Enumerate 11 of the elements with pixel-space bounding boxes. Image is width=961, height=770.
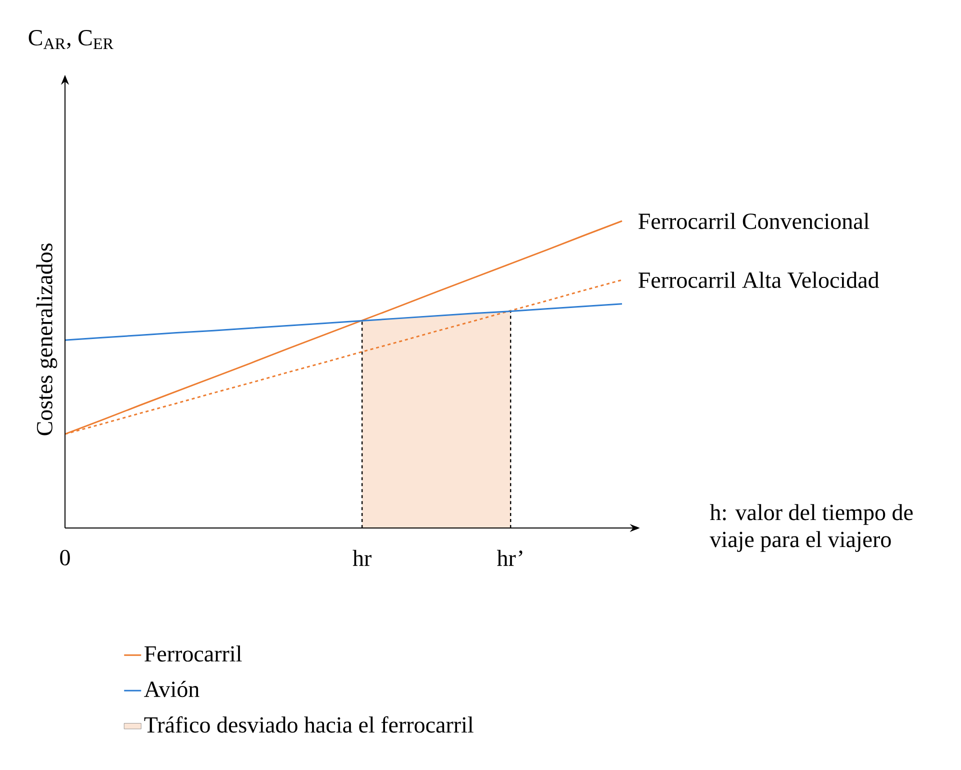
series-label: Ferrocarril Convencional — [638, 212, 870, 230]
x-tick-label: hr’ — [496, 550, 522, 566]
legend-label: Tráfico desviado hacia el ferrocarril — [144, 716, 474, 733]
legend-label: Avión — [144, 680, 200, 698]
text: C$_{AR}$, C$_{ER}$ — [28, 30, 114, 49]
y-axis-title: Costes generalizados — [36, 243, 58, 436]
text: Ferrocarril — [144, 645, 242, 662]
x-axis-title: h: valor del tiempo de viaje para el viajero — [710, 504, 913, 552]
x-tick-label: hr — [352, 550, 372, 566]
x-tick-label: 0 — [60, 550, 70, 566]
series-label: Ferrocarril Alta Velocidad — [638, 272, 880, 288]
